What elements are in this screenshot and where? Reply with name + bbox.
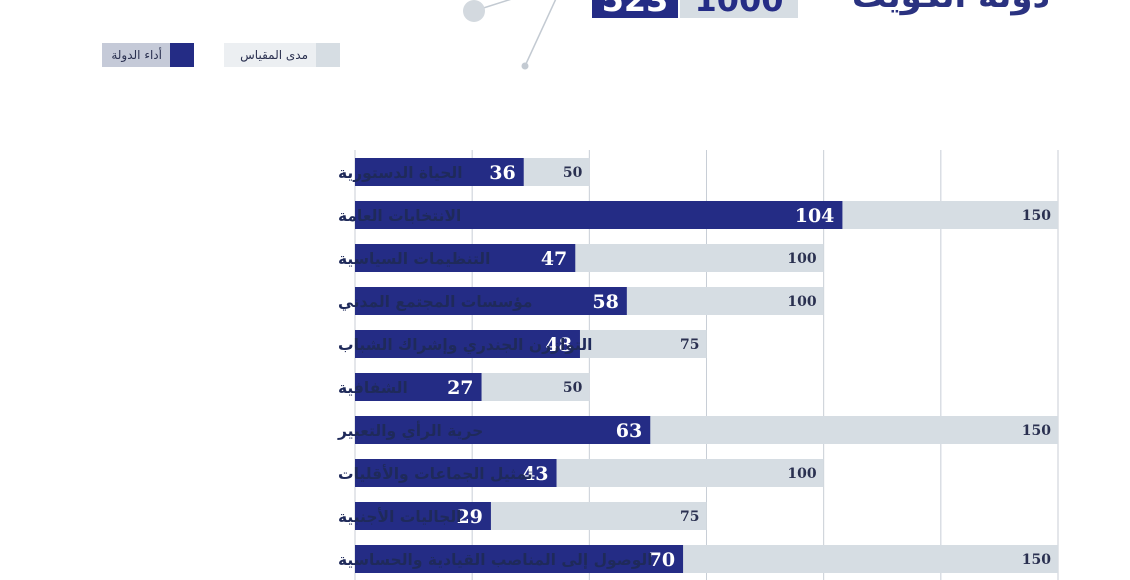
- country-value-label: 43: [522, 463, 548, 485]
- legend-label-country: أداء الدولة: [102, 43, 170, 67]
- category-label: الوصول إلى المناصب القيادية والحساسية: [338, 551, 653, 569]
- scale-value-label: 50: [563, 380, 583, 396]
- scale-value-label: 100: [787, 294, 816, 310]
- scale-value-label: 100: [787, 251, 816, 267]
- scale-value-label: 75: [680, 509, 699, 525]
- scale-value-label: 150: [1022, 552, 1051, 568]
- country-bar: [355, 502, 491, 530]
- country-value-label: 36: [489, 162, 515, 184]
- country-value-label: 29: [456, 506, 482, 528]
- country-bar: [355, 244, 576, 272]
- country-score-box: 523: [592, 0, 678, 18]
- page-title: دولة الكويت: [810, 0, 1050, 14]
- country-bar: [355, 158, 524, 186]
- category-label: الحياة الدستورية: [338, 164, 463, 182]
- legend-swatch-scale: [316, 43, 340, 67]
- country-bar: [355, 201, 843, 229]
- country-bar: [355, 287, 627, 315]
- scale-value-label: 100: [787, 466, 816, 482]
- category-label: الانتخابات العامة: [338, 207, 461, 225]
- category-label: التنظيمات السياسية: [338, 250, 490, 268]
- country-value-label: 47: [541, 248, 567, 270]
- country-value-label: 27: [447, 377, 473, 399]
- country-value-label: 63: [616, 420, 642, 442]
- country-value-label: 104: [795, 205, 835, 227]
- category-label: حرية الرأي والتعبير: [337, 421, 483, 441]
- legend-label-scale: مدى المقياس: [224, 43, 316, 67]
- scale-value-label: 150: [1022, 208, 1051, 224]
- category-label: الجاليات الأجنبية: [338, 507, 461, 526]
- scale-value-label: 50: [563, 165, 583, 181]
- category-label: التوازرن الجندري وإشراك الشباب: [338, 336, 592, 355]
- category-label: تمثيل الجماعات والأقليات: [338, 464, 533, 483]
- country-bar: [355, 330, 580, 358]
- scale-value-label: 150: [1022, 423, 1051, 439]
- legend-swatch-country: [170, 43, 194, 67]
- country-bar: [355, 416, 651, 444]
- scale-value-label: 75: [680, 337, 699, 353]
- category-label: الشفافية: [338, 379, 408, 397]
- category-label: مؤسسات المجتمع المدني: [338, 293, 533, 312]
- country-value-label: 70: [649, 549, 675, 571]
- country-bar: [355, 545, 684, 573]
- country-bar: [355, 373, 482, 401]
- country-bar: [355, 459, 557, 487]
- total-score-box: 1000: [680, 0, 798, 18]
- country-value-label: 58: [592, 291, 618, 313]
- country-value-label: 48: [546, 334, 572, 356]
